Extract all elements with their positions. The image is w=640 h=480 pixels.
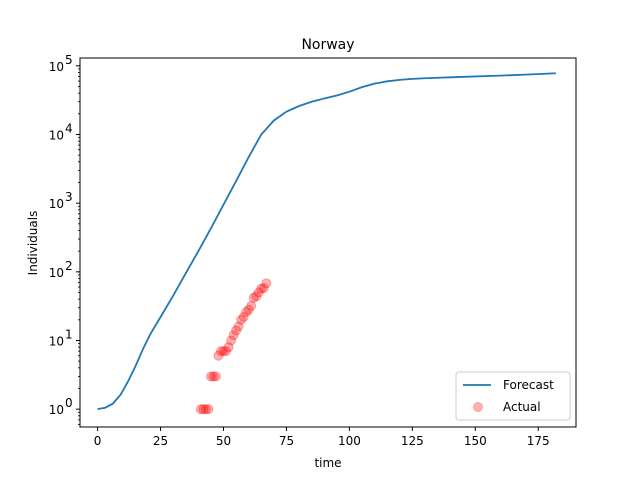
- y-tick-exponent: 4: [65, 121, 73, 135]
- x-axis-label: time: [314, 456, 341, 470]
- actual-point: [223, 342, 234, 353]
- actual-point: [253, 287, 264, 298]
- x-tick-label: 25: [153, 434, 168, 448]
- actual-point: [256, 283, 267, 294]
- legend-label-actual: Actual: [503, 400, 541, 414]
- actual-point: [221, 346, 232, 357]
- actual-point: [246, 300, 257, 311]
- y-tick-exponent: 0: [65, 396, 73, 410]
- actual-point: [236, 314, 247, 325]
- y-tick-label: 10: [49, 266, 64, 280]
- y-axis-label: Individuals: [26, 211, 40, 276]
- x-tick-label: 100: [338, 434, 361, 448]
- legend-swatch-actual: [473, 402, 483, 412]
- actual-point: [205, 371, 216, 382]
- actual-point: [238, 311, 249, 322]
- y-tick-label: 10: [49, 197, 64, 211]
- legend: Forecast Actual: [455, 371, 571, 421]
- x-tick-label: 50: [216, 434, 231, 448]
- actual-point: [231, 325, 242, 336]
- legend-box: [455, 371, 571, 421]
- actual-point: [261, 278, 272, 289]
- actual-point: [195, 404, 206, 415]
- actual-point: [198, 404, 209, 415]
- y-tick-label: 10: [49, 128, 64, 142]
- actual-point: [215, 346, 226, 357]
- actual-point: [226, 335, 237, 346]
- actual-point: [210, 371, 221, 382]
- x-tick-label: 125: [401, 434, 424, 448]
- actual-point: [208, 371, 219, 382]
- y-tick-exponent: 1: [65, 328, 73, 342]
- actual-point: [251, 291, 262, 302]
- x-tick-label: 175: [527, 434, 550, 448]
- actual-point: [218, 346, 229, 357]
- y-tick-exponent: 2: [65, 259, 73, 273]
- y-tick-label: 10: [49, 60, 64, 74]
- actual-point: [228, 330, 239, 341]
- actual-point: [248, 292, 259, 303]
- y-tick-label: 10: [49, 335, 64, 349]
- plot-frame: [79, 57, 577, 428]
- x-axis: 0 25 50 75 100 125 150 175: [94, 427, 550, 448]
- x-tick-label: 150: [464, 434, 487, 448]
- legend-label-forecast: Forecast: [503, 378, 554, 392]
- x-tick-label: 0: [94, 434, 102, 448]
- forecast-line: [97, 72, 556, 411]
- actual-point: [258, 283, 269, 294]
- y-tick-exponent: 3: [65, 190, 73, 204]
- actual-point: [241, 307, 252, 318]
- actual-point: [243, 304, 254, 315]
- actual-point: [233, 321, 244, 332]
- y-tick-label: 10: [49, 403, 64, 417]
- plot-area: [97, 72, 556, 415]
- actual-point: [203, 404, 214, 415]
- x-tick-label: 75: [279, 434, 294, 448]
- actual-point: [213, 350, 224, 361]
- y-tick-exponent: 5: [65, 53, 73, 67]
- actual-point: [200, 404, 211, 415]
- chart-title: Norway: [301, 37, 354, 53]
